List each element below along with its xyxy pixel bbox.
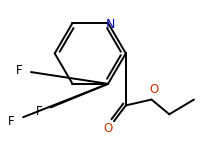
Text: N: N [105, 18, 115, 32]
Text: O: O [150, 83, 159, 96]
Text: F: F [8, 115, 15, 128]
Text: F: F [16, 64, 22, 77]
Text: F: F [36, 105, 42, 118]
Text: O: O [103, 123, 113, 135]
